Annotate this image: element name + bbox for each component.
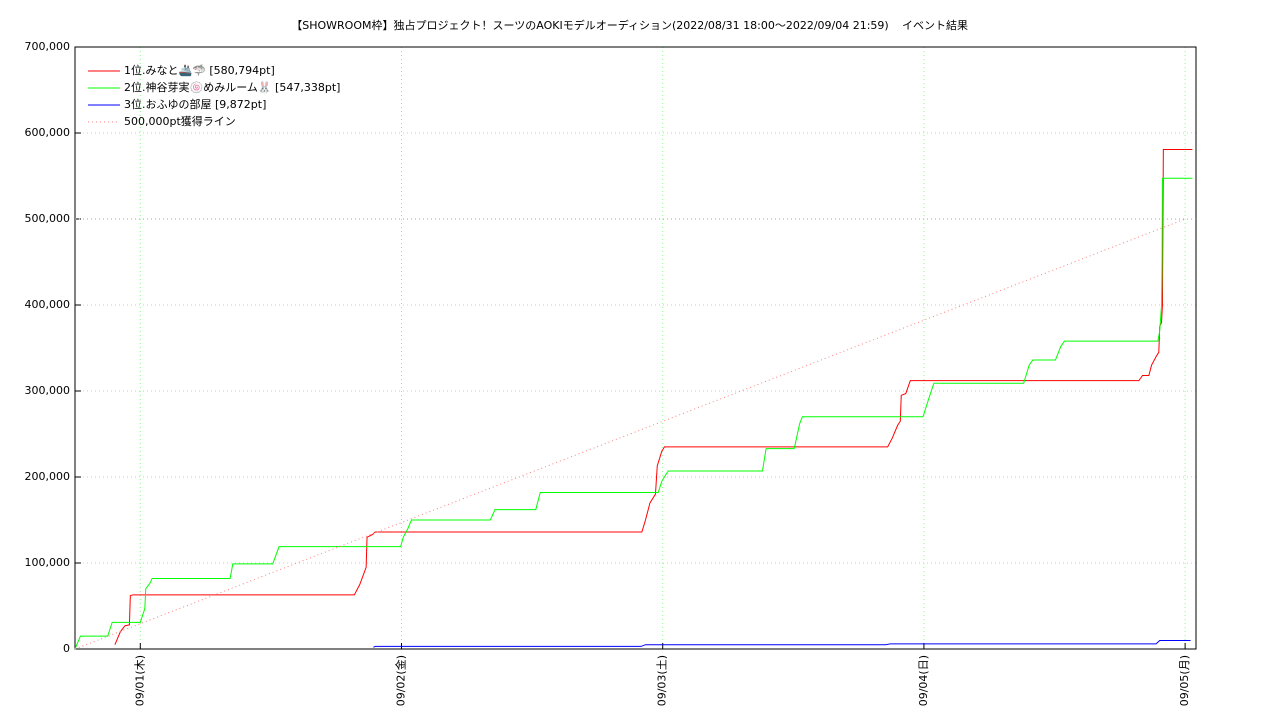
y-tick-label: 100,000 [25, 556, 71, 569]
x-tick-label: 09/03(土) [656, 655, 669, 706]
y-tick-label: 300,000 [25, 384, 71, 397]
x-tick-label: 09/01(木) [133, 655, 146, 706]
series-line [74, 218, 1186, 650]
legend-label: 500,000pt獲得ライン [124, 115, 236, 128]
series-line [114, 149, 1193, 645]
chart-subtitle: イベント結果 [902, 18, 968, 32]
legend: 1位.みなと🚢🦈 [580,794pt] 2位.神谷芽実🍥めみルーム🐰 [547,… [88, 63, 340, 128]
y-tick-label: 600,000 [25, 126, 71, 139]
y-tick-label: 200,000 [25, 470, 71, 483]
series-line [74, 177, 1193, 650]
series-line [373, 640, 1191, 648]
legend-label: 1位.みなと🚢🦈 [580,794pt] [124, 63, 275, 77]
x-tick-label: 09/02(金) [394, 655, 408, 706]
y-tick-label: 500,000 [25, 212, 71, 225]
y-tick-label: 700,000 [25, 40, 71, 53]
y-tick-label: 0 [63, 642, 70, 655]
plot-frame [74, 46, 1197, 650]
legend-label: 2位.神谷芽実🍥めみルーム🐰 [547,338pt] [124, 80, 340, 94]
chart-title: 【SHOWROOM枠】独占プロジェクト！スーツのAOKIモデルオーディション(2… [291, 18, 888, 32]
y-tick-label: 400,000 [25, 298, 71, 311]
x-tick-label: 09/05(月) [1178, 655, 1191, 706]
x-tick-label: 09/04(日) [917, 655, 930, 706]
legend-label: 3位.おふゆの部屋 [9,872pt] [124, 97, 266, 111]
